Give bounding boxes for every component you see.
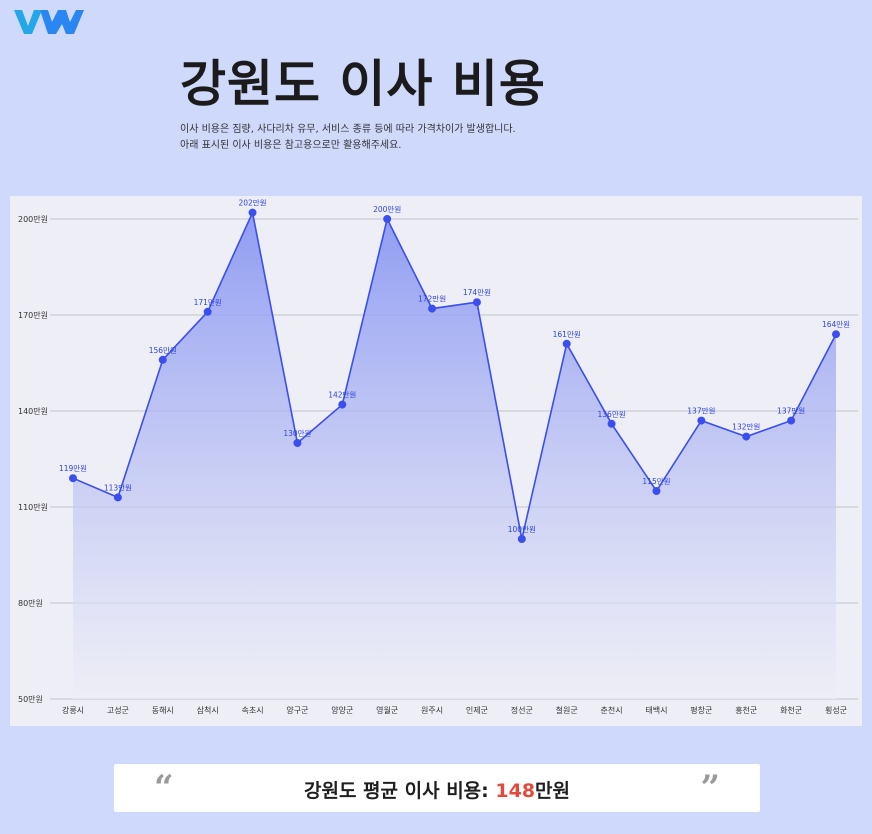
data-label: 172만원	[418, 295, 446, 304]
y-tick-label: 80만원	[18, 599, 43, 608]
x-tick-label: 인제군	[466, 705, 488, 715]
data-point	[113, 493, 122, 502]
average-cost-text: 강원도 평균 이사 비용: 148만원	[114, 776, 760, 803]
average-cost-value: 148	[495, 780, 536, 802]
page-title: 강원도 이사 비용	[180, 55, 546, 113]
data-label: 130만원	[283, 429, 311, 438]
x-tick-label: 홍천군	[735, 705, 757, 715]
x-tick-label: 강릉시	[62, 705, 84, 715]
x-tick-label: 속초시	[241, 706, 263, 715]
y-tick-label: 110만원	[18, 503, 48, 512]
data-point	[697, 416, 706, 425]
data-label: 202만원	[238, 199, 266, 208]
series-area	[73, 212, 836, 699]
data-point	[158, 355, 167, 364]
data-point	[787, 416, 796, 425]
data-point	[248, 208, 257, 217]
y-tick-label: 140만원	[18, 407, 48, 416]
data-point	[338, 400, 347, 409]
data-point	[472, 298, 481, 307]
data-label: 137만원	[777, 407, 805, 416]
x-tick-label: 태백시	[645, 705, 667, 715]
data-label: 119만원	[59, 464, 87, 473]
y-tick-label: 170만원	[18, 311, 48, 320]
x-tick-label: 원주시	[421, 706, 443, 715]
x-tick-label: 영월군	[376, 705, 398, 715]
data-label: 137만원	[687, 407, 715, 416]
y-tick-label: 50만원	[18, 695, 43, 704]
x-tick-label: 동해시	[152, 705, 174, 715]
open-quote-icon: “	[154, 768, 174, 808]
data-point	[203, 307, 212, 316]
data-label: 142만원	[328, 391, 356, 400]
series-line	[72, 209, 837, 540]
data-point	[562, 339, 571, 348]
description-line-1: 이사 비용은 짐량, 사다리차 유무, 서비스 종류 등에 따라 가격차이가 발…	[180, 124, 516, 135]
x-tick-label: 양구군	[286, 706, 308, 715]
data-label: 200만원	[373, 205, 401, 214]
data-point	[742, 432, 751, 441]
x-tick-label: 삼척시	[197, 705, 219, 715]
close-quote-icon: ”	[700, 768, 720, 808]
logo	[12, 6, 92, 36]
data-point	[517, 535, 526, 543]
x-tick-label: 횡성군	[825, 705, 847, 715]
x-tick-label: 고성군	[107, 706, 129, 715]
data-label: 171만원	[194, 298, 222, 307]
data-point	[652, 487, 661, 495]
data-point	[832, 330, 840, 339]
x-tick-label: 화천군	[780, 705, 802, 715]
data-point	[69, 474, 77, 483]
data-point	[293, 439, 302, 447]
data-point	[428, 304, 437, 313]
average-cost-unit: 만원	[535, 780, 571, 802]
data-label: 164만원	[822, 320, 850, 329]
data-point	[383, 215, 392, 223]
data-label: 115만원	[642, 477, 670, 486]
x-tick-label: 춘천시	[601, 705, 623, 715]
data-label: 174만원	[463, 288, 491, 297]
x-tick-label: 양양군	[331, 706, 353, 715]
data-label: 132만원	[732, 423, 760, 432]
average-cost-label: 강원도 평균 이사 비용:	[303, 780, 496, 802]
y-tick-label: 200만원	[18, 215, 48, 224]
data-label: 161만원	[553, 330, 581, 339]
description-line-2: 아래 표시된 이사 비용은 참고용으로만 활용해주세요.	[180, 140, 402, 151]
data-label: 113만원	[104, 483, 132, 492]
x-tick-label: 철원군	[556, 705, 578, 715]
wm-logo-icon	[14, 10, 84, 34]
data-label: 136만원	[598, 410, 626, 419]
description: 이사 비용은 짐량, 사다리차 유무, 서비스 종류 등에 따라 가격차이가 발…	[180, 122, 516, 154]
data-label: 100만원	[508, 525, 536, 534]
x-tick-label: 정선군	[511, 705, 533, 715]
data-label: 156만원	[149, 346, 177, 355]
data-point	[607, 419, 616, 428]
average-cost-box: “ 강원도 평균 이사 비용: 148만원 ”	[114, 764, 760, 812]
x-tick-label: 평창군	[690, 705, 712, 715]
